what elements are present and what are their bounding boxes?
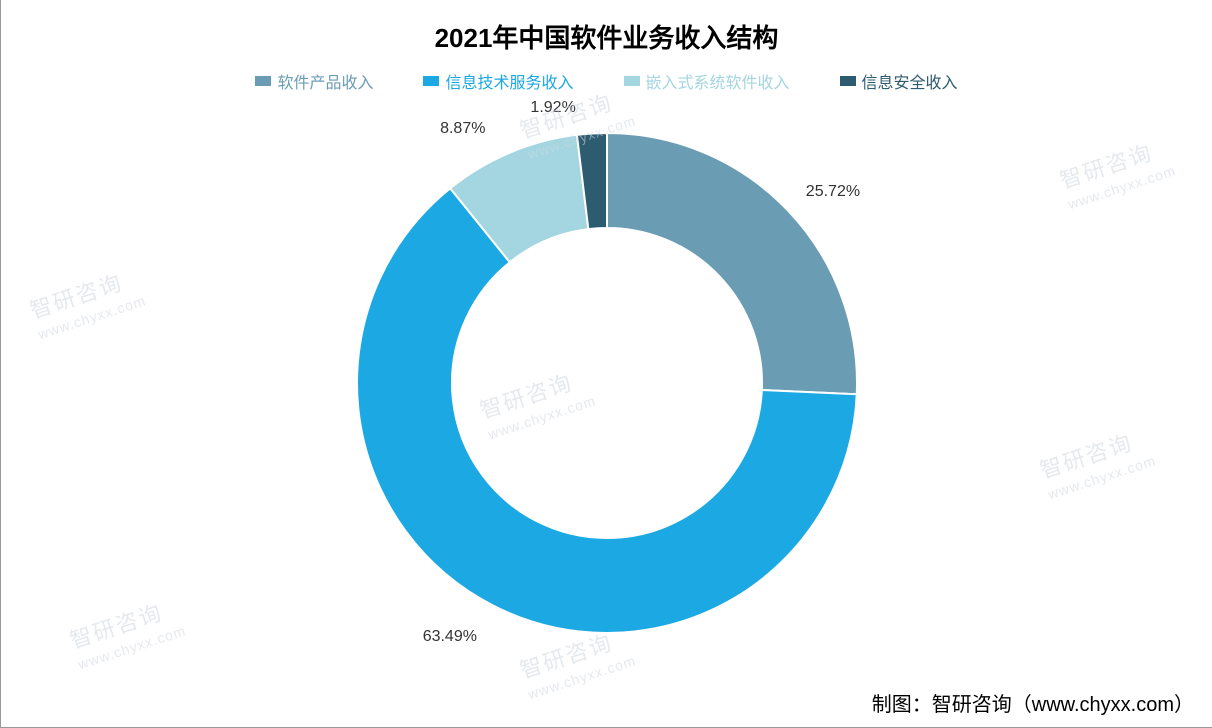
- legend-item: 嵌入式系统软件收入: [624, 69, 790, 93]
- slice-label: 25.72%: [806, 183, 860, 201]
- legend: 软件产品收入 信息技术服务收入 嵌入式系统软件收入 信息安全收入: [1, 69, 1212, 93]
- donut-slice: [607, 133, 857, 394]
- legend-swatch: [423, 76, 439, 86]
- footer-credit: 制图：智研咨询（www.chyxx.com）: [872, 688, 1194, 717]
- legend-label: 信息安全收入: [862, 69, 958, 93]
- chart-container: 2021年中国软件业务收入结构 软件产品收入 信息技术服务收入 嵌入式系统软件收入 信…: [0, 0, 1212, 728]
- slice-label: 63.49%: [423, 628, 477, 646]
- slice-label: 1.92%: [530, 99, 575, 117]
- chart-area: 25.72% 63.49% 8.87% 1.92%: [1, 93, 1212, 673]
- legend-label: 软件产品收入: [277, 69, 373, 93]
- chart-title: 2021年中国软件业务收入结构: [1, 0, 1212, 55]
- legend-swatch: [624, 76, 640, 86]
- legend-item: 信息安全收入: [840, 69, 958, 93]
- legend-swatch: [840, 76, 856, 86]
- legend-swatch: [255, 76, 271, 86]
- legend-item: 软件产品收入: [255, 69, 373, 93]
- slice-label: 8.87%: [440, 120, 485, 138]
- legend-item: 信息技术服务收入: [423, 69, 573, 93]
- legend-label: 嵌入式系统软件收入: [646, 69, 790, 93]
- legend-label: 信息技术服务收入: [445, 69, 573, 93]
